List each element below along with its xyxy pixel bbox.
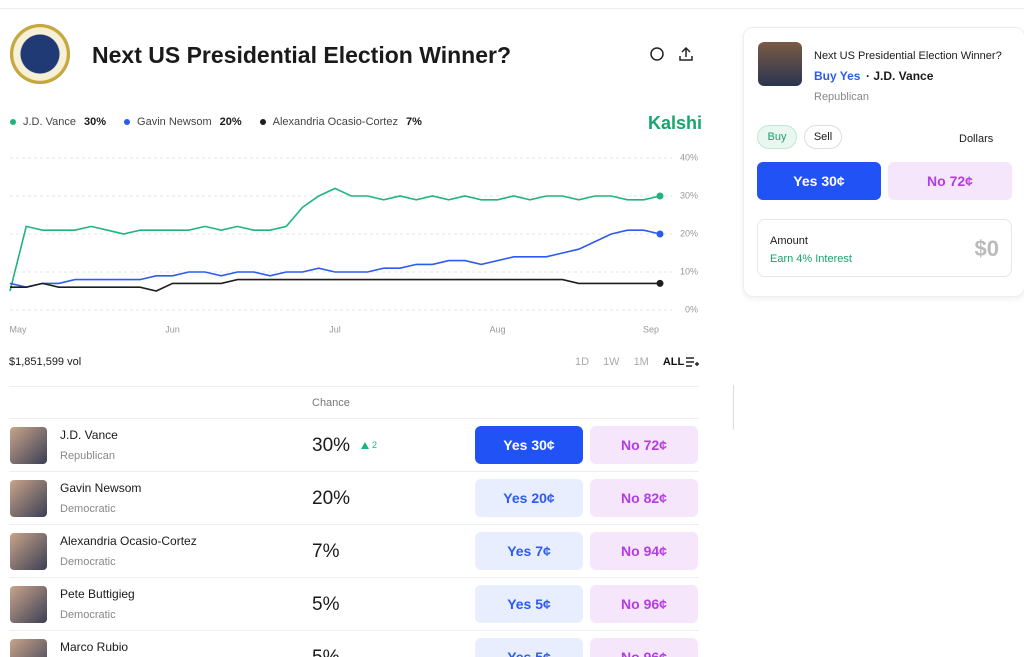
panel-candidate: · J.D. Vance	[866, 69, 934, 83]
candidate-party: Democratic	[60, 503, 116, 515]
legend-value: 7%	[405, 116, 422, 128]
legend-entry: Alexandria Ocasio-Cortez 7%	[259, 116, 422, 128]
candidate-party: Democratic	[60, 609, 116, 621]
currency-select[interactable]: Dollars	[959, 133, 994, 145]
sell-tab[interactable]: Sell	[804, 125, 842, 149]
brand: Kalshi	[648, 113, 703, 133]
divider	[9, 386, 699, 387]
chance: 5%	[312, 647, 339, 657]
order-panel: Next US Presidential Election Winner? Bu…	[743, 27, 1024, 297]
no-button[interactable]: No 96¢	[590, 638, 698, 657]
y-tick-label: 40%	[680, 152, 698, 162]
volume: $1,851,599 vol	[9, 356, 82, 368]
candidate-name: Marco Rubio	[60, 640, 129, 654]
legend: J.D. Vance 30% Gavin Newsom 20% Alexandria O…	[10, 116, 422, 128]
amount-label: Amount	[770, 235, 808, 247]
range-button[interactable]: ALL	[662, 356, 685, 368]
chart: 0% 10% 20% 30% 40% May Jun Jul Aug Sep	[9, 152, 698, 334]
change-arrow	[361, 442, 369, 449]
panel-title: Next US Presidential Election Winner?	[814, 50, 1002, 62]
range-button[interactable]: 1M	[633, 356, 649, 368]
candidate-name: Pete Buttigieg	[60, 587, 135, 601]
no-button[interactable]: No 72¢	[590, 426, 698, 464]
vertical-rule	[733, 385, 734, 430]
legend-name: J.D. Vance	[23, 116, 76, 128]
buy-tab[interactable]: Buy	[757, 125, 797, 149]
series-end-dot	[656, 192, 664, 200]
chance: 5%	[312, 594, 340, 615]
table-header: Chance	[312, 397, 350, 409]
legend-dot	[124, 119, 131, 125]
yes-button[interactable]: Yes 5¢	[475, 638, 583, 657]
top-border	[0, 8, 1024, 9]
series-line	[9, 229, 661, 289]
row-divider	[9, 577, 699, 578]
panel-yes[interactable]: Yes 30¢	[757, 162, 881, 200]
seal	[10, 24, 70, 84]
range-selector: 1D 1W 1M ALL	[575, 356, 684, 368]
yes-button[interactable]: Yes 30¢	[475, 426, 583, 464]
no-button[interactable]: No 94¢	[590, 532, 698, 570]
yes-button[interactable]: Yes 5¢	[475, 585, 583, 623]
series-end-dot	[656, 230, 664, 238]
series-line	[10, 278, 660, 292]
candidate-name: Alexandria Ocasio-Cortez	[60, 534, 197, 548]
yes-button[interactable]: Yes 20¢	[475, 479, 583, 517]
list-icon[interactable]	[685, 356, 699, 368]
legend-entry: J.D. Vance 30%	[10, 116, 106, 128]
y-tick-label: 10%	[680, 266, 698, 276]
amount-value: $0	[974, 236, 999, 261]
panel-avatar	[758, 42, 802, 86]
x-tick-label: Aug	[489, 324, 505, 334]
series-line	[9, 187, 661, 292]
no-button[interactable]: No 82¢	[590, 479, 698, 517]
candidate-name: Gavin Newsom	[60, 481, 142, 495]
candidate-party: Republican	[60, 450, 116, 462]
avatar	[10, 480, 47, 517]
avatar	[10, 533, 47, 570]
panel-no[interactable]: No 72¢	[888, 162, 1012, 200]
candidate-party: Democratic	[60, 556, 116, 568]
avatar	[10, 586, 47, 623]
row-divider	[9, 524, 699, 525]
amount-box[interactable]: Amount Earn 4% Interest $0	[757, 219, 1012, 277]
legend-entry: Gavin Newsom 20%	[124, 116, 242, 128]
row-divider	[9, 630, 699, 631]
chance: 7%	[312, 541, 340, 562]
x-tick-label: Sep	[643, 324, 659, 334]
chance: 30%	[312, 435, 351, 456]
comment-icon[interactable]	[649, 47, 665, 63]
yes-button[interactable]: Yes 7¢	[475, 532, 583, 570]
panel-party: Republican	[814, 91, 870, 103]
legend-value: 30%	[84, 116, 107, 128]
x-tick-label: Jun	[165, 324, 180, 334]
row-divider	[9, 418, 699, 419]
legend-name: Alexandria Ocasio-Cortez	[272, 116, 398, 128]
interest: Earn 4% Interest	[770, 253, 852, 265]
row-divider	[9, 471, 699, 472]
legend-dot	[259, 119, 266, 125]
change: 2	[372, 440, 378, 450]
panel-action: Buy Yes	[814, 69, 861, 83]
y-tick-label: 30%	[680, 190, 698, 200]
range-button[interactable]: 1W	[603, 356, 620, 368]
series-end-dot	[656, 279, 664, 287]
y-tick-label: 20%	[680, 228, 698, 238]
legend-name: Gavin Newsom	[137, 116, 212, 128]
x-tick-label: May	[9, 324, 27, 334]
legend-dot	[10, 119, 16, 125]
avatar	[10, 639, 47, 657]
legend-value: 20%	[219, 116, 242, 128]
range-button[interactable]: 1D	[575, 356, 590, 368]
y-tick-label: 0%	[685, 304, 698, 314]
x-tick-label: Jul	[329, 324, 341, 334]
avatar	[10, 427, 47, 464]
chance: 20%	[312, 488, 351, 509]
share-icon[interactable]	[678, 46, 694, 62]
no-button[interactable]: No 96¢	[590, 585, 698, 623]
title: Next US Presidential Election Winner?	[92, 42, 511, 68]
candidate-name: J.D. Vance	[60, 428, 118, 442]
